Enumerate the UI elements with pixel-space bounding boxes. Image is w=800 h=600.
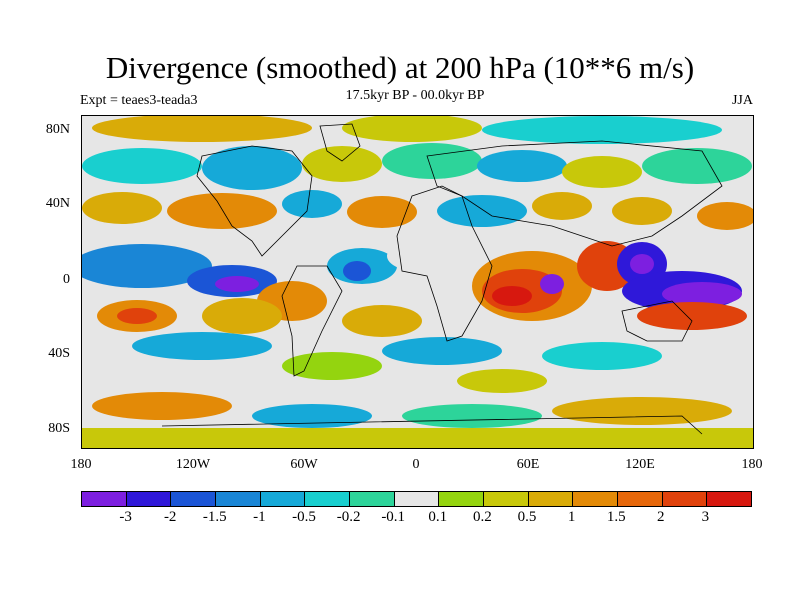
lon-label-180w: 180 — [70, 457, 92, 472]
colorbar-tick-label: 0.1 — [428, 509, 448, 525]
colorbar-swatch — [439, 492, 485, 506]
colorbar-swatch — [573, 492, 619, 506]
colorbar-tick-label: -1 — [253, 509, 266, 525]
colorbar-tick-label: 3 — [701, 509, 710, 525]
colorbar-swatch — [662, 492, 708, 506]
chart-title: Divergence (smoothed) at 200 hPa (10**6 … — [105, 50, 695, 85]
divergence-map — [81, 115, 754, 449]
colorbar-tick-label: -1.5 — [202, 509, 227, 525]
colorbar-swatch — [82, 492, 127, 506]
lon-label-120w: 120W — [175, 457, 211, 472]
colorbar-swatch — [171, 492, 217, 506]
colorbar-tick-label: -0.5 — [292, 509, 316, 525]
colorbar-swatch — [350, 492, 395, 506]
season-label: JJA — [731, 93, 753, 108]
colorbar-swatch — [707, 492, 752, 506]
lon-label-0: 0 — [412, 457, 420, 472]
experiment-label: Expt = teaes3-teada3 — [80, 93, 198, 108]
colorbar-tick-label: -0.2 — [336, 509, 361, 525]
coastlines — [161, 123, 723, 435]
lat-label-40s: 40S — [48, 346, 70, 361]
colorbar-tick-label: 1.5 — [606, 509, 626, 525]
divergence-field — [82, 116, 753, 448]
lat-label-80s: 80S — [48, 421, 70, 436]
lon-label-60w: 60W — [290, 457, 318, 472]
colorbar-swatch — [618, 492, 663, 506]
colorbar-swatch — [305, 492, 351, 506]
colorbar-tick-label: 0.2 — [473, 509, 492, 525]
colorbar-tick-label: 0.5 — [517, 509, 537, 525]
lat-label-80n: 80N — [45, 122, 70, 137]
lon-label-120e: 120E — [625, 457, 655, 472]
lon-label-180e: 180 — [741, 457, 763, 472]
colorbar-tick-label: -0.1 — [381, 509, 406, 525]
colorbar-tick-label: 2 — [657, 509, 665, 525]
colorbar-swatch — [216, 492, 261, 506]
colorbar-tick-label: 1 — [567, 509, 576, 525]
map-canvas — [82, 116, 753, 448]
colorbar-tick-label: -2 — [163, 509, 177, 525]
colorbar-tick-label: -3 — [119, 509, 132, 525]
colorbar-swatch — [394, 492, 440, 506]
lon-label-60e: 60E — [516, 457, 540, 472]
chart-subtitle: 17.5kyr BP - 00.0kyr BP — [345, 88, 485, 103]
colorbar-swatch — [484, 492, 529, 506]
colorbar-swatch — [260, 492, 306, 506]
colorbar — [81, 491, 752, 507]
colorbar-swatch — [126, 492, 172, 506]
lat-label-40n: 40N — [45, 196, 70, 211]
colorbar-swatch — [528, 492, 574, 506]
lat-label-0: 0 — [63, 272, 70, 287]
